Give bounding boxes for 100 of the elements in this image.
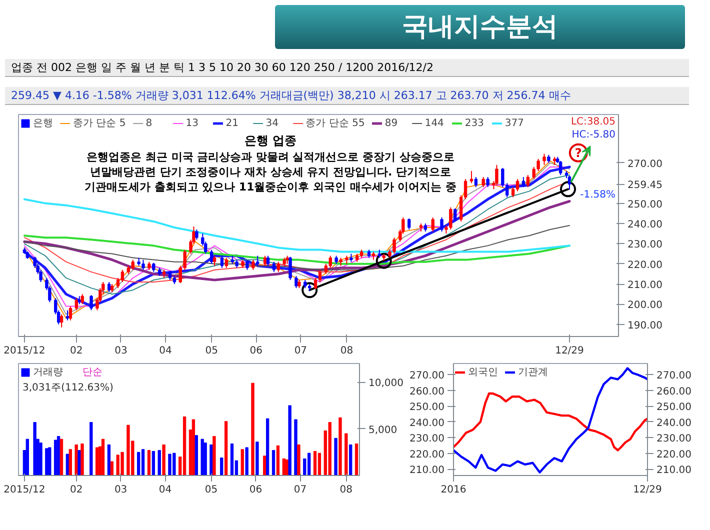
candlestick — [168, 270, 172, 280]
x-tick-label: 03 — [114, 346, 128, 356]
legend-label: 89 — [384, 117, 399, 129]
bar — [288, 405, 292, 476]
y-tick-label: 250.00 — [628, 199, 662, 210]
candlestick — [263, 255, 267, 266]
bar — [354, 444, 358, 476]
candlestick — [470, 170, 474, 184]
candlestick — [522, 176, 526, 188]
line-series — [24, 225, 570, 270]
legend-label: 13 — [186, 117, 200, 129]
bar — [158, 450, 161, 476]
candlestick — [408, 218, 411, 230]
candlestick — [74, 298, 78, 311]
y-tick-label: 260.00 — [410, 386, 445, 398]
bar — [251, 382, 254, 476]
bar — [276, 445, 280, 476]
y-tick-label: 210.00 — [628, 280, 662, 292]
bar — [78, 450, 81, 476]
candlestick — [90, 294, 93, 311]
bar — [294, 419, 298, 476]
candlestick — [486, 176, 490, 188]
bar — [110, 461, 114, 476]
bar — [56, 436, 60, 476]
bar — [192, 419, 196, 476]
y2-tick-label: 240.00 — [656, 418, 692, 429]
legend-label: 377 — [504, 117, 525, 129]
bar — [26, 438, 29, 476]
legend-label: 34 — [266, 117, 280, 129]
candlestick — [474, 176, 478, 188]
x-tick-label: 07 — [294, 484, 307, 496]
bar — [263, 456, 266, 476]
bar — [45, 448, 48, 476]
annotation: ? — [574, 146, 582, 160]
legend-label: 거래량 — [33, 366, 63, 379]
bar — [147, 450, 151, 476]
point — [560, 181, 576, 198]
y-tick-label: 210.00 — [410, 465, 445, 476]
y-tick-label: 220.00 — [628, 260, 662, 271]
y-tick-label: 250.00 — [410, 402, 445, 414]
bar — [266, 418, 270, 476]
candlestick — [440, 216, 444, 232]
line-series — [454, 367, 648, 474]
x-tick-label: 08 — [340, 346, 354, 356]
bar — [39, 442, 42, 476]
bar — [182, 416, 186, 476]
legend-label: 144 — [424, 117, 445, 129]
candlestick — [495, 164, 498, 186]
text: 업종 전 002 은행 일 주 월 년 분 틱 1 3 5 10 20 30 60 120 250 / 1200 2016/12/2 — [11, 60, 434, 76]
bar — [240, 449, 244, 476]
candlestick — [108, 282, 111, 293]
bar — [60, 438, 64, 476]
candlestick — [558, 160, 562, 176]
candlestick — [120, 269, 124, 283]
annotation: 기관매도세가 출회되고 있으나 11월중순이후 외국인 매수세가 이어지는 중 — [84, 180, 457, 194]
bar — [285, 459, 288, 476]
x-tick-label: 2015/12 — [4, 346, 46, 356]
bar — [68, 449, 72, 476]
annotation: -1.58% — [580, 190, 616, 201]
y-tick-label: 10,000 — [368, 378, 404, 390]
x-tick-label: 08 — [340, 484, 353, 496]
candlestick — [516, 178, 520, 192]
candlestick — [68, 306, 72, 321]
series-label: 외국인 — [468, 366, 498, 379]
candlestick — [431, 216, 434, 232]
bar — [344, 433, 348, 476]
y2-tick-label: 260.00 — [656, 386, 692, 398]
y-tick-label: 190.00 — [628, 320, 662, 332]
candlestick — [220, 255, 224, 268]
bar — [349, 444, 352, 476]
y2-tick-label: 270.00 — [656, 370, 692, 382]
bar — [256, 442, 259, 476]
candlestick — [252, 259, 255, 270]
annotation: LC:38.05 — [570, 116, 616, 128]
bar — [101, 438, 105, 476]
y-tick-label: 230.00 — [410, 434, 445, 445]
annotation: HC:-5.80 — [572, 130, 616, 140]
point — [376, 252, 392, 269]
bar — [141, 449, 145, 476]
y2-tick-label: 210.00 — [656, 465, 692, 476]
candlestick — [210, 249, 214, 264]
point — [302, 282, 318, 298]
candlestick — [288, 256, 292, 280]
candlestick — [272, 261, 276, 272]
bar — [90, 422, 93, 476]
candlestick — [212, 255, 216, 266]
x-tick-label: 05 — [204, 484, 218, 496]
legend-label: 기관계 — [518, 366, 548, 379]
candlestick — [60, 314, 64, 328]
bar — [33, 422, 36, 476]
x-tick-label: 05 — [205, 346, 218, 356]
legend-label: 233 — [464, 117, 485, 129]
annotation: 3,031주(112.63%) — [22, 382, 114, 394]
y-tick-label: 230.00 — [628, 240, 662, 251]
y2-tick-label: 250.00 — [656, 402, 692, 414]
candlestick — [66, 310, 70, 321]
candlestick — [454, 208, 457, 222]
bar — [210, 444, 213, 476]
candlestick — [266, 255, 270, 266]
candlestick — [526, 174, 530, 188]
